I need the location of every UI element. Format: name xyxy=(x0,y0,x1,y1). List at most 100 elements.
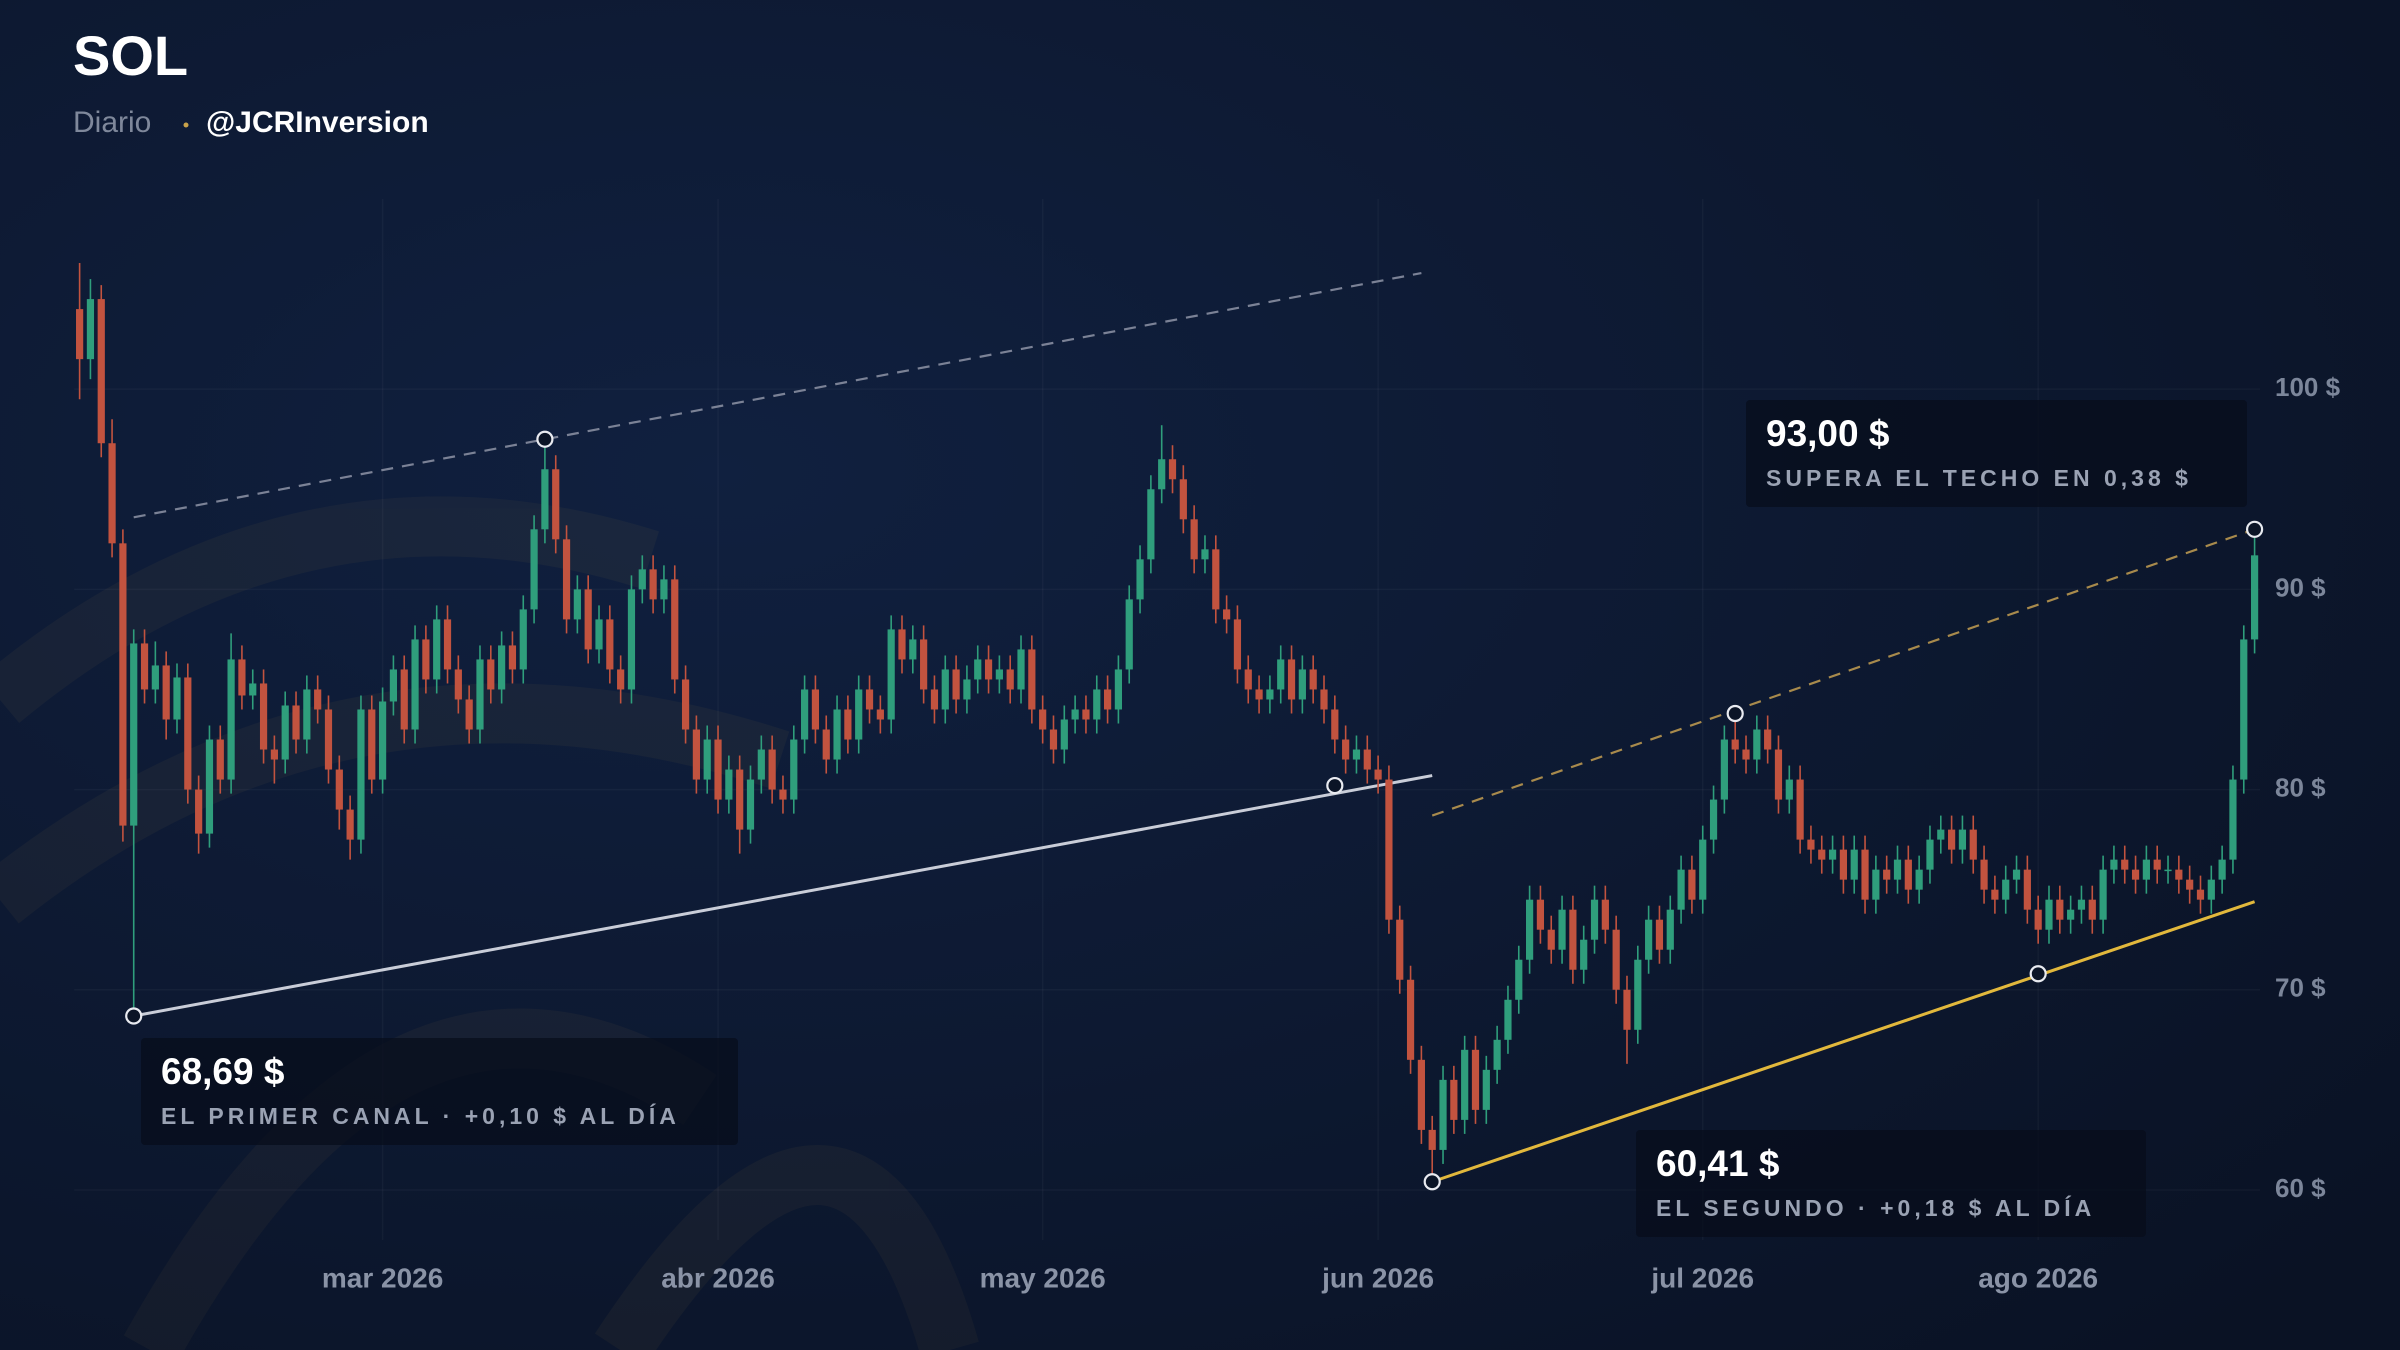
x-tick-label: abr 2026 xyxy=(661,1262,775,1293)
callout-value: 68,69 $ xyxy=(161,1051,285,1092)
candle-body xyxy=(2164,869,2172,872)
candle-body xyxy=(1655,919,1664,950)
candle-body xyxy=(1461,1049,1469,1120)
candle-body xyxy=(1417,1059,1425,1130)
candle-body xyxy=(422,639,430,680)
candle-body xyxy=(1861,849,1869,900)
callout-value: 93,00 $ xyxy=(1766,413,1890,454)
candle-body xyxy=(2218,859,2226,880)
candle-body xyxy=(984,659,993,680)
candle-body xyxy=(1915,869,1923,890)
callout-text: SUPERA EL TECHO EN 0,38 $ xyxy=(1766,465,2192,491)
candle-body xyxy=(1363,749,1371,770)
candle-body xyxy=(1114,669,1123,710)
candles xyxy=(76,263,2259,1182)
candle-body xyxy=(108,443,116,544)
candle-body xyxy=(833,709,841,760)
anchor-point xyxy=(1726,704,1744,723)
candle-body xyxy=(1623,989,1631,1030)
candle-body xyxy=(1093,689,1101,720)
candle-body xyxy=(1277,659,1285,690)
trend-line xyxy=(133,774,1433,1018)
candle-body xyxy=(1482,1069,1490,1110)
candle-body xyxy=(822,729,830,760)
candle-body xyxy=(162,665,170,720)
candle-body xyxy=(541,469,549,530)
candle-body xyxy=(433,619,441,680)
candle-body xyxy=(498,645,506,690)
candle-body xyxy=(1493,1039,1501,1070)
candle-body xyxy=(1060,719,1068,750)
x-tick-label: mar 2026 xyxy=(322,1262,443,1293)
candle-body xyxy=(1753,729,1761,760)
y-tick-label: 80 $ xyxy=(2275,772,2326,802)
candle-body xyxy=(1807,839,1815,850)
candle-body xyxy=(2142,859,2150,880)
candle-body xyxy=(1872,869,1880,900)
anchor-point xyxy=(2029,965,2047,983)
candle-body xyxy=(638,569,646,590)
candle-body xyxy=(270,749,278,760)
candle-body xyxy=(1190,519,1198,560)
candle-body xyxy=(2002,879,2010,900)
trend-line xyxy=(1431,528,2255,817)
candle-body xyxy=(1764,729,1772,750)
candle-body xyxy=(1818,849,1826,860)
candle-body xyxy=(963,679,971,700)
candle-body xyxy=(86,299,95,360)
candle-body xyxy=(1071,709,1079,720)
separator-dot xyxy=(183,122,189,128)
candle-body xyxy=(811,689,820,730)
chart-subtitle: Diario xyxy=(73,106,151,139)
chart-title: SOL xyxy=(73,24,188,87)
candle-body xyxy=(216,739,224,780)
x-tick-label: jun 2026 xyxy=(1321,1262,1434,1293)
candle-body xyxy=(1558,909,1566,950)
callout-box xyxy=(1746,400,2247,507)
candle-body xyxy=(1298,669,1306,700)
candle-body xyxy=(1980,859,1988,890)
candle-body xyxy=(130,643,138,826)
candle-body xyxy=(1525,899,1534,960)
candle-body xyxy=(1709,799,1718,840)
candle-body xyxy=(1342,739,1350,760)
candle-body xyxy=(1688,869,1696,900)
candle-body xyxy=(909,639,917,660)
candle-body xyxy=(952,669,960,700)
candle-body xyxy=(1406,979,1415,1060)
candle-body xyxy=(1634,959,1642,1030)
candle-body xyxy=(692,729,700,780)
anchor-points xyxy=(125,430,2264,1191)
candle-body xyxy=(746,779,755,830)
candle-body xyxy=(1515,959,1523,1000)
candle-body xyxy=(1396,919,1404,980)
candle-body xyxy=(195,789,203,834)
candle-body xyxy=(1039,709,1047,730)
candle-body xyxy=(1212,549,1220,610)
candle-body xyxy=(1839,849,1847,880)
candle-body xyxy=(1244,669,1252,690)
candle-body xyxy=(292,705,300,740)
candle-body xyxy=(995,669,1003,680)
candle-body xyxy=(1742,749,1750,760)
candle-body xyxy=(454,669,462,700)
candle-body xyxy=(1352,749,1361,760)
candle-body xyxy=(1158,459,1166,490)
candle-body xyxy=(1049,729,1058,750)
candle-body xyxy=(1255,689,1263,700)
candle-body xyxy=(173,677,181,720)
watermark-wing xyxy=(0,496,659,724)
candle-body xyxy=(389,669,398,702)
candle-body xyxy=(855,689,863,740)
candle-body xyxy=(974,659,982,680)
candle-body xyxy=(1287,659,1296,700)
candle-body xyxy=(119,543,127,826)
candle-body xyxy=(1590,899,1599,940)
candle-body xyxy=(1201,549,1209,560)
x-tick-label: jul 2026 xyxy=(1650,1262,1754,1293)
candle-body xyxy=(2099,869,2107,920)
candle-body xyxy=(2153,859,2161,870)
candle-body xyxy=(1385,779,1393,920)
candle-body xyxy=(768,749,776,790)
